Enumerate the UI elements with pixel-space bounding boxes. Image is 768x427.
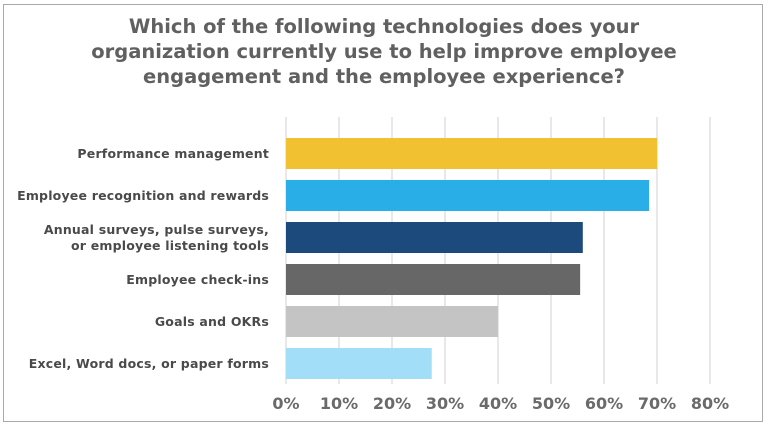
chart-title-line-1: Which of the following technologies does… [128, 15, 640, 38]
x-tick-label: 80% [691, 394, 729, 413]
bar [286, 180, 650, 211]
chart-title-line-3: engagement and the employee experience? [143, 65, 625, 88]
x-tick-label: 20% [373, 394, 411, 413]
bar [286, 306, 498, 337]
category-label: Employee check-ins [126, 272, 269, 287]
x-tick-label: 40% [479, 394, 517, 413]
bar [286, 348, 432, 379]
x-tick-label: 0% [272, 394, 299, 413]
chart-title: Which of the following technologies does… [60, 14, 708, 89]
x-tick-label: 50% [532, 394, 570, 413]
category-label: Excel, Word docs, or paper forms [29, 356, 269, 371]
category-label: Employee recognition and rewards [17, 188, 269, 203]
bar [286, 138, 657, 169]
x-tick-label: 30% [426, 394, 464, 413]
x-tick-label: 10% [320, 394, 358, 413]
x-tick-label: 60% [585, 394, 623, 413]
category-label: or employee listening tools [71, 238, 269, 253]
chart-title-line-2: organization currently use to help impro… [91, 40, 677, 63]
category-labels: Performance management Employee recogniti… [17, 146, 269, 371]
category-label: Performance management [77, 146, 269, 161]
category-label: Goals and OKRs [155, 314, 269, 329]
bar [286, 264, 581, 295]
bar [286, 222, 583, 253]
x-tick-labels: 0% 10% 20% 30% 40% 50% 60% 70% 80% [272, 394, 729, 413]
bars [286, 138, 657, 379]
category-label: Annual surveys, pulse surveys, [44, 222, 269, 237]
x-tick-label: 70% [638, 394, 676, 413]
